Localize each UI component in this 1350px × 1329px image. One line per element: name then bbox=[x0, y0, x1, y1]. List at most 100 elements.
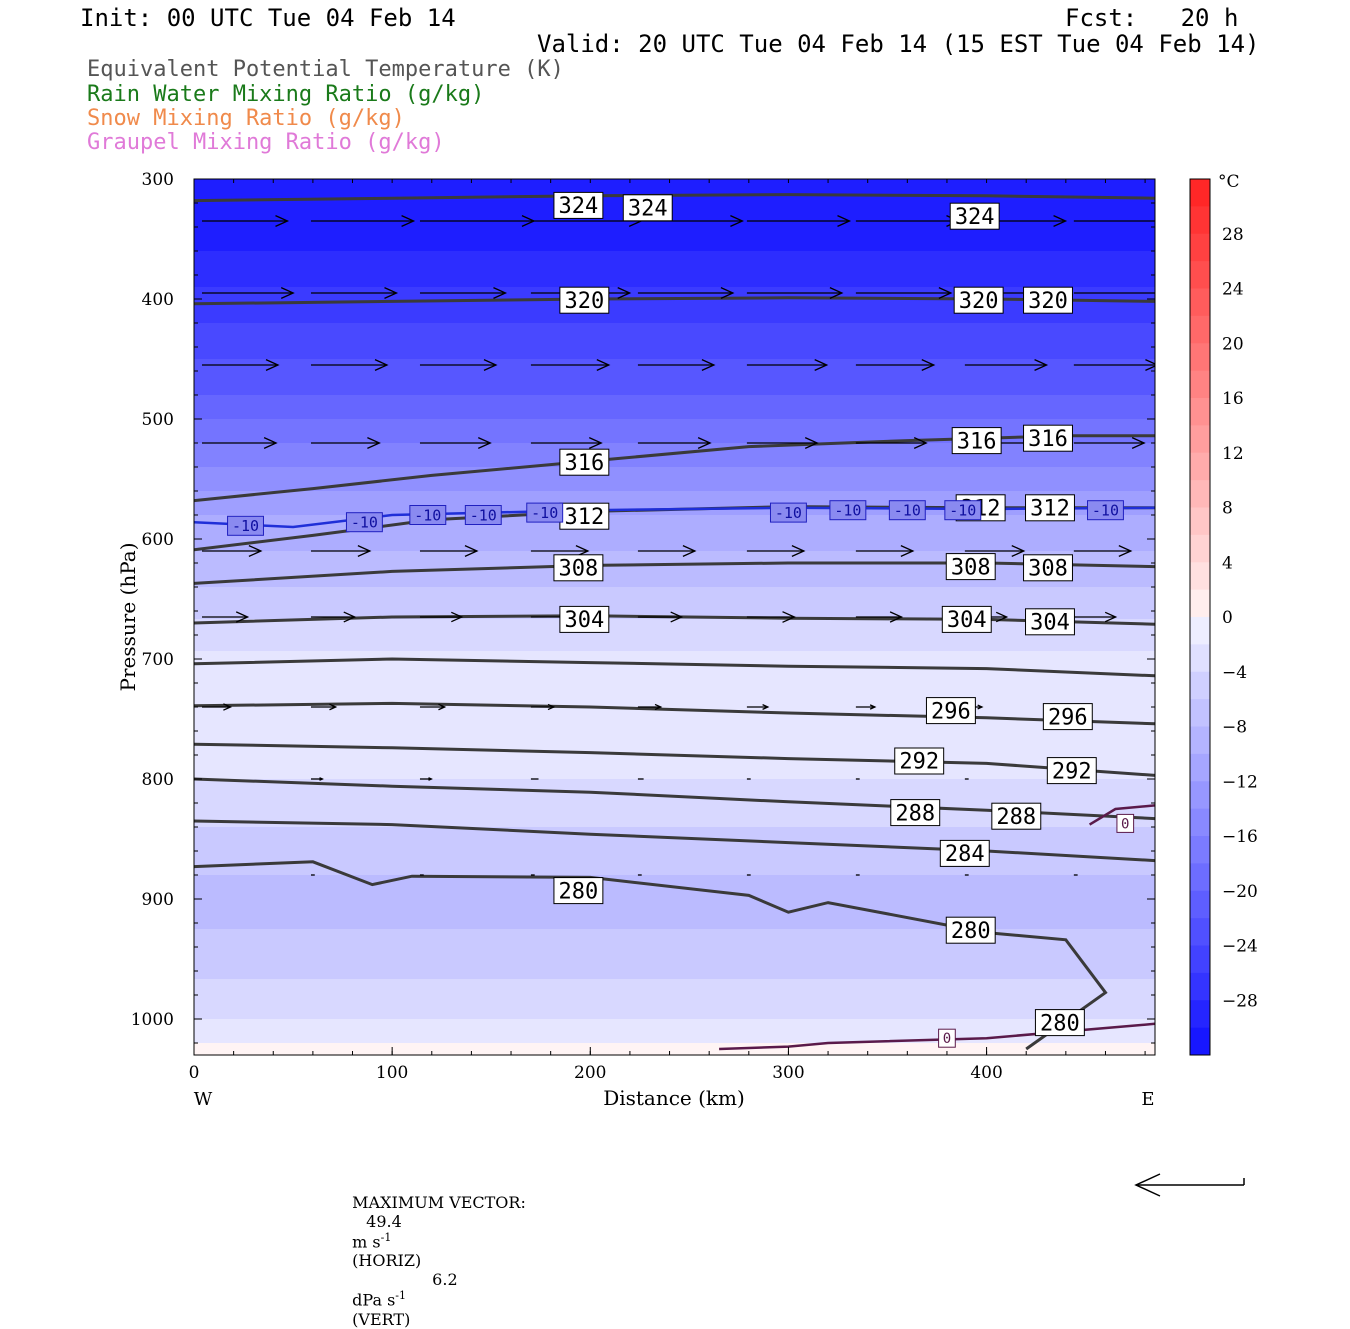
theta-e-296-line bbox=[194, 701, 1155, 726]
wind-vector-head bbox=[1157, 288, 1169, 299]
forecast-hour: Fcst: 20 h bbox=[1065, 4, 1239, 32]
wind-vector bbox=[530, 359, 611, 371]
temp-band bbox=[194, 507, 1155, 516]
temp-band bbox=[194, 239, 1155, 252]
theta-e-280-label-box bbox=[945, 916, 996, 944]
theta-e-284-label-text: 284 bbox=[945, 842, 985, 867]
wind-vector bbox=[310, 437, 381, 449]
temp-band bbox=[194, 395, 1155, 408]
colorbar-tick-label: −8 bbox=[1222, 718, 1247, 738]
theta-e-304-label-box bbox=[1025, 608, 1075, 636]
wind-vector bbox=[637, 611, 684, 623]
theta-e-304-label: 304 bbox=[941, 605, 992, 633]
temp-band bbox=[194, 635, 1155, 644]
wind-vector bbox=[202, 215, 290, 227]
vert-tag: (VERT) bbox=[352, 1309, 411, 1329]
wind-vector-head bbox=[889, 611, 904, 623]
wind-vector bbox=[855, 287, 953, 299]
theta-e-300-line bbox=[194, 657, 1155, 678]
colorbar-segment bbox=[1190, 343, 1210, 372]
wind-vector-head bbox=[814, 359, 829, 371]
y-tick-label: 500 bbox=[142, 410, 174, 430]
temp-band bbox=[194, 969, 1155, 980]
theta-e-292-line bbox=[194, 742, 1155, 777]
wind-vector-head bbox=[804, 437, 819, 449]
wind-vector-head bbox=[791, 545, 806, 557]
wind-vector bbox=[310, 777, 324, 781]
y-axis-title: Pressure (hPa) bbox=[116, 543, 140, 692]
wind-vector bbox=[746, 545, 806, 557]
isotherm-minus10-label: -10 bbox=[227, 515, 264, 536]
wind-vector-head bbox=[464, 545, 479, 557]
temp-band bbox=[194, 1009, 1155, 1020]
colorbar-tick-label: 20 bbox=[1222, 334, 1244, 354]
wind-vector-head bbox=[1131, 437, 1146, 449]
isotherm-zero-label: 0 bbox=[938, 1028, 956, 1048]
temp-band bbox=[194, 611, 1155, 620]
theta-e-312-label-text: 312 bbox=[1030, 497, 1070, 522]
theta-e-308-label-box bbox=[553, 554, 604, 582]
temp-band bbox=[194, 919, 1155, 930]
isotherm-minus10-label-text: -10 bbox=[1092, 501, 1119, 519]
colorbar-segment bbox=[1190, 972, 1210, 1001]
theta-e-324-line bbox=[194, 193, 1155, 203]
wind-vector-head bbox=[367, 437, 381, 449]
colorbar-segment bbox=[1190, 808, 1210, 837]
theta-e-296-label-box bbox=[925, 697, 976, 725]
colorbar-tick-label: −12 bbox=[1222, 772, 1258, 792]
colorbar-tick-label: −4 bbox=[1222, 663, 1247, 683]
temp-band bbox=[194, 839, 1155, 852]
theta-e-296-label: 296 bbox=[925, 697, 976, 725]
theta-e-280-label-text: 280 bbox=[559, 879, 599, 904]
isotherm-zero-label-box bbox=[938, 1028, 956, 1048]
theta-e-316-label: 316 bbox=[951, 427, 1002, 454]
wind-vector-head bbox=[329, 703, 338, 711]
theta-e-280-label-text: 280 bbox=[951, 919, 991, 944]
colorbar-segment bbox=[1190, 644, 1210, 673]
theta-e-280-label: 280 bbox=[1034, 1009, 1085, 1036]
wind-vector-head bbox=[248, 545, 263, 557]
temp-band bbox=[194, 467, 1155, 476]
legend-graupel: Graupel Mixing Ratio (g/kg) bbox=[87, 130, 445, 155]
isotherm-minus10-label: -10 bbox=[888, 500, 926, 521]
max-vector-caption: MAXIMUM VECTOR: 49.4 m s-1 (HORIZ) 6.2 d… bbox=[342, 1174, 526, 1329]
horiz-tag: (HORIZ) bbox=[352, 1251, 422, 1271]
theta-e-304-label-box bbox=[941, 605, 992, 633]
colorbar-segment bbox=[1190, 233, 1210, 262]
isotherm-minus10-label: -10 bbox=[1087, 500, 1124, 521]
reference-vector-head bbox=[1134, 1173, 1161, 1197]
colorbar-tick-label: 8 bbox=[1222, 499, 1233, 519]
wind-vector bbox=[310, 611, 357, 623]
wind-vector-head bbox=[343, 611, 357, 623]
theta-e-308-label: 308 bbox=[553, 554, 604, 582]
wind-vector bbox=[1073, 288, 1169, 299]
colorbar-segment bbox=[1190, 753, 1210, 782]
wind-vector bbox=[202, 287, 295, 299]
colorbar-segment bbox=[1190, 589, 1210, 618]
x-axis-title: Distance (km) bbox=[603, 1086, 745, 1110]
wind-vector bbox=[1073, 545, 1133, 557]
isotherm-minus10-label-box bbox=[944, 500, 982, 521]
colorbar-segment bbox=[1190, 1027, 1210, 1056]
temp-band bbox=[194, 383, 1155, 396]
theta-e-308-line bbox=[194, 561, 1155, 585]
isotherm-minus10-label-box bbox=[526, 502, 564, 523]
isotherm-minus10-label-box bbox=[769, 502, 807, 523]
wind-vector-head bbox=[384, 287, 399, 299]
wind-vector-head bbox=[1034, 359, 1049, 371]
wind-vector-head bbox=[913, 437, 928, 449]
temp-band bbox=[194, 959, 1155, 970]
wind-vector bbox=[1073, 220, 1155, 222]
wind-vector-head bbox=[1011, 545, 1026, 557]
temp-band bbox=[194, 1043, 1155, 1050]
temp-band bbox=[194, 499, 1155, 508]
colorbar-frame bbox=[1189, 178, 1211, 1056]
theta-e-304-label: 304 bbox=[559, 605, 610, 633]
wind-vector bbox=[419, 437, 492, 449]
wind-vector bbox=[202, 611, 250, 623]
wind-vector bbox=[1073, 359, 1155, 371]
isotherm-minus10-label-box bbox=[409, 505, 447, 525]
cross-section-chart: 3243243243203203203163163163123123123083… bbox=[116, 170, 1258, 1110]
wind-vector bbox=[419, 545, 479, 557]
temp-band bbox=[194, 407, 1155, 420]
